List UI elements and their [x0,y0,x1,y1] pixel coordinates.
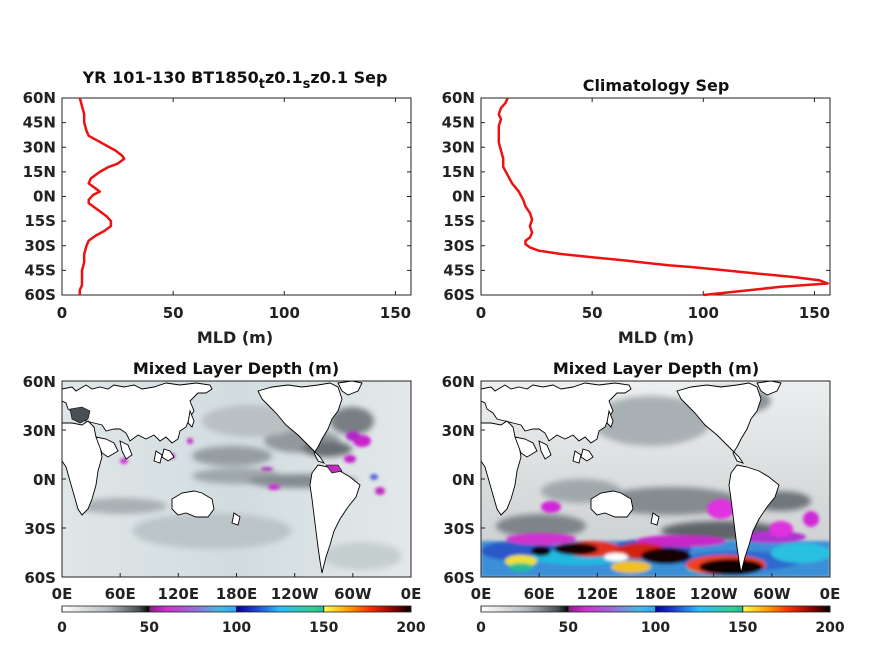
colorbar-tick-label: 0 [476,620,486,636]
y-tick-label: 60S [24,569,56,587]
profile-panel-left: YR 101-130 BT1850tz0.1sz0.1 Sep 60N 45N 30… [23,68,412,347]
y-tick-label: 60N [442,89,475,107]
y-tick-label: 45S [24,261,56,279]
x-tick-label: 120E [158,585,200,603]
y-tick-label: 30N [442,422,475,440]
series-line [78,97,126,295]
x-tick-label: 150 [799,304,830,322]
y-tick-label: 30N [23,422,56,440]
y-tick-label: 60N [442,373,475,391]
x-axis-label: MLD (m) [197,328,273,347]
y-tick-label: 0N [452,188,475,206]
y-tick-label: 15S [443,212,475,230]
title-segment: z0.1 [265,68,303,87]
panel-title: Mixed Layer Depth (m) [133,359,339,378]
x-tick-label: 120W [271,585,319,603]
colorbar-tick-label: 50 [140,620,160,636]
y-tick-label: 45N [442,114,475,132]
y-tick-label: 30S [24,237,56,255]
y-tick-label: 0N [33,471,56,489]
series-line [497,97,830,297]
x-tick-label: 180E [216,585,258,603]
colorbar-tick-label: 200 [396,620,425,636]
colorbar-tick-label: 100 [222,620,251,636]
y-tick-label: 60N [23,373,56,391]
x-tick-label: 100 [688,304,719,322]
colorbar-tick-label: 50 [559,620,579,636]
colorbar-tick-label: 150 [309,620,338,636]
plot-frame [61,97,412,296]
y-tick-label: 60S [443,569,475,587]
y-tick-label: 15S [24,212,56,230]
x-axis-label: MLD (m) [618,328,694,347]
y-tick-label: 30N [23,138,56,156]
title-segment: YR 101-130 BT1850 [82,68,259,87]
x-tick-label: 0 [476,304,486,322]
x-tick-label: 60W [753,585,791,603]
y-tick-label: 45S [443,261,475,279]
x-tick-label: 100 [269,304,300,322]
title-subscript: t [259,77,265,92]
panel-title: YR 101-130 BT1850tz0.1sz0.1 Sep [82,68,388,92]
x-tick-label: 60E [524,585,555,603]
y-tick-label: 60N [23,89,56,107]
colorbar-tick-label: 150 [728,620,757,636]
x-tick-label: 50 [582,304,603,322]
map-panel-right: Mixed Layer Depth (m) [442,359,845,636]
y-tick-label: 15N [442,163,475,181]
x-tick-label: 60E [105,585,136,603]
map-panel-left: Mixed Layer Depth (m) [23,359,426,636]
x-tick-label: 180E [635,585,677,603]
y-tick-label: 45N [23,114,56,132]
colorbar-tick-label: 100 [641,620,670,636]
x-tick-label: 150 [380,304,411,322]
title-subscript: s [303,77,311,92]
y-tick-label: 60S [24,286,56,304]
y-tick-label: 30S [443,520,475,538]
plot-frame [480,97,831,296]
panel-title: Climatology Sep [583,76,730,95]
y-tick-label: 60S [443,286,475,304]
x-tick-label: 60W [334,585,372,603]
y-tick-label: 30N [442,138,475,156]
x-tick-label: 0E [820,585,841,603]
y-tick-label: 30S [24,520,56,538]
x-tick-label: 0E [52,585,73,603]
colorbar-tick-label: 0 [57,620,67,636]
x-tick-label: 0 [57,304,67,322]
x-tick-label: 50 [163,304,184,322]
y-tick-label: 30S [443,237,475,255]
y-tick-label: 0N [33,188,56,206]
x-tick-label: 120E [577,585,619,603]
title-segment: z0.1 Sep [310,68,387,87]
x-tick-label: 0E [401,585,422,603]
x-tick-label: 0E [471,585,492,603]
y-tick-label: 15N [23,163,56,181]
colorbar-tick-label: 200 [815,620,844,636]
x-tick-label: 120W [690,585,738,603]
panel-title: Mixed Layer Depth (m) [553,359,759,378]
profile-panel-right: Climatology Sep 60N 45N 30N 15N 0N 15S 30S 45S 6… [442,76,831,347]
y-tick-label: 0N [452,471,475,489]
